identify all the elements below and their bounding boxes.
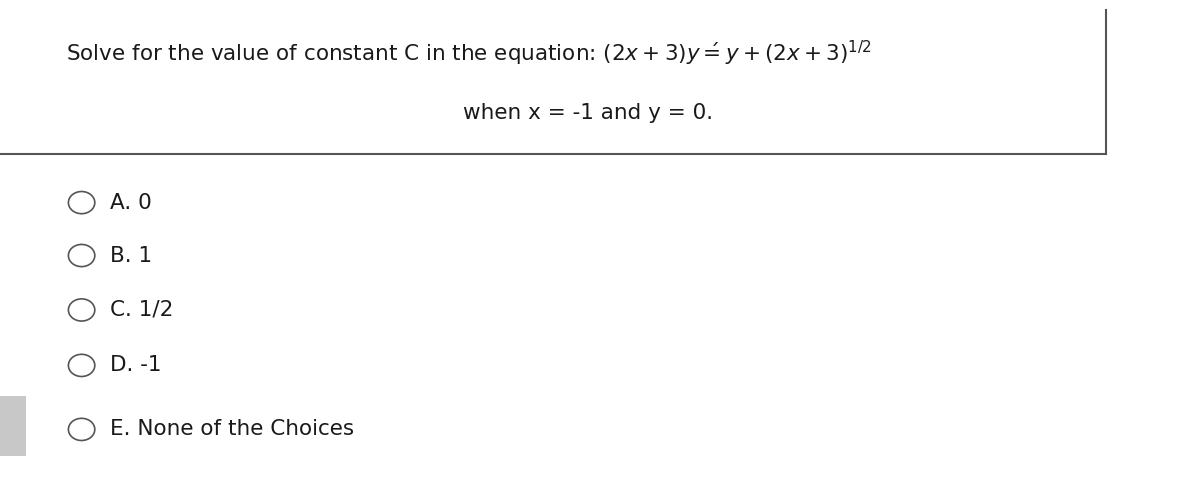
- Text: Solve for the value of constant C in the equation: $(2x + 3)y\' = y + (2x + 3)^{: Solve for the value of constant C in the…: [66, 38, 872, 68]
- Bar: [0, 396, 26, 456]
- Text: B. 1: B. 1: [110, 245, 152, 266]
- Text: D. -1: D. -1: [110, 355, 162, 375]
- Text: when x = -1 and y = 0.: when x = -1 and y = 0.: [463, 103, 713, 123]
- Text: C. 1/2: C. 1/2: [110, 300, 174, 320]
- Text: E. None of the Choices: E. None of the Choices: [110, 419, 354, 439]
- Text: A. 0: A. 0: [110, 193, 152, 213]
